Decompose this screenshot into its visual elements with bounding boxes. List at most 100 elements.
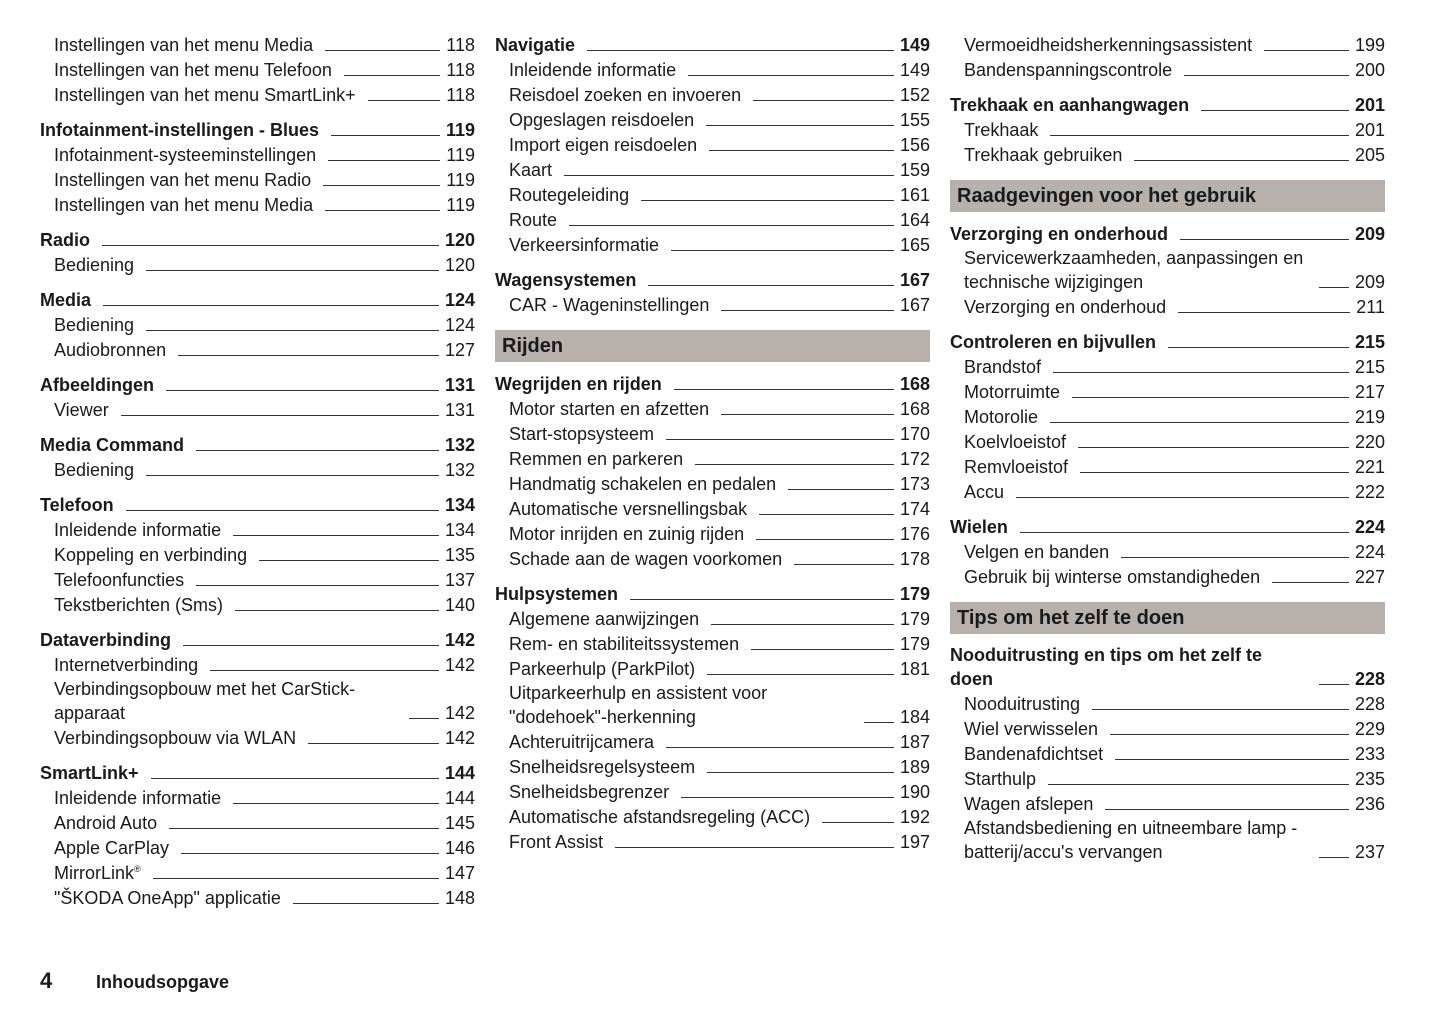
toc-group-heading[interactable]: Infotainment-instellingen - Blues 119 — [40, 117, 475, 142]
toc-entry[interactable]: Accu 222 — [950, 479, 1385, 504]
leader-line — [1318, 857, 1349, 858]
toc-entry[interactable]: Instellingen van het menu Radio 119 — [40, 167, 475, 192]
toc-entry[interactable]: Brandstof 215 — [950, 354, 1385, 379]
toc-entry[interactable]: Tekstberichten (Sms) 140 — [40, 592, 475, 617]
toc-entry[interactable]: Viewer 131 — [40, 397, 475, 422]
toc-entry[interactable]: Koppeling en verbinding 135 — [40, 542, 475, 567]
toc-entry[interactable]: Internetverbinding 142 — [40, 652, 475, 677]
toc-entry[interactable]: Android Auto 145 — [40, 810, 475, 835]
toc-entry[interactable]: Instellingen van het menu Media 118 — [40, 32, 475, 57]
toc-entry[interactable]: Bandenafdichtset 233 — [950, 741, 1385, 766]
toc-entry[interactable]: Opgeslagen reisdoelen 155 — [495, 107, 930, 132]
toc-group-heading[interactable]: Trekhaak en aanhangwagen 201 — [950, 92, 1385, 117]
entry-page: 164 — [899, 210, 930, 230]
toc-entry[interactable]: CAR - Wageninstellingen 167 — [495, 292, 930, 317]
toc-entry[interactable]: Bediening 132 — [40, 457, 475, 482]
toc-entry[interactable]: Inleidende informatie 134 — [40, 517, 475, 542]
toc-entry[interactable]: Verbindingsopbouw via WLAN 142 — [40, 725, 475, 750]
entry-title: Remmen en parkeren — [509, 449, 684, 469]
toc-entry[interactable]: Nooduitrusting 228 — [950, 691, 1385, 716]
toc-entry[interactable]: Vermoeidheidsherkenningsassistent 199 — [950, 32, 1385, 57]
leader-line — [1121, 557, 1349, 558]
toc-entry[interactable]: Automatische versnellingsbak 174 — [495, 496, 930, 521]
toc-entry[interactable]: Starthulp 235 — [950, 766, 1385, 791]
toc-entry[interactable]: Snelheidsbegrenzer 190 — [495, 779, 930, 804]
toc-entry[interactable]: Start-stopsysteem 170 — [495, 421, 930, 446]
toc-entry[interactable]: Parkeerhulp (ParkPilot) 181 — [495, 656, 930, 681]
toc-entry[interactable]: Achteruitrijcamera 187 — [495, 729, 930, 754]
section-header: Rijden — [495, 330, 930, 362]
toc-group-heading[interactable]: Radio 120 — [40, 227, 475, 252]
toc-group: Instellingen van het menu Media 118 Instel… — [40, 32, 475, 107]
toc-entry[interactable]: Kaart 159 — [495, 157, 930, 182]
toc-entry[interactable]: Gebruik bij winterse omstandigheden 227 — [950, 564, 1385, 589]
toc-entry[interactable]: Algemene aanwijzingen 179 — [495, 606, 930, 631]
toc-entry[interactable]: Motorruimte 217 — [950, 379, 1385, 404]
toc-entry[interactable]: Route 164 — [495, 207, 930, 232]
entry-page: 124 — [444, 290, 475, 310]
leader-line — [181, 853, 439, 854]
toc-group-heading[interactable]: Media 124 — [40, 287, 475, 312]
toc-entry[interactable]: Motor starten en afzetten 168 — [495, 396, 930, 421]
entry-page: 148 — [444, 888, 475, 908]
toc-entry[interactable]: Wiel verwisselen 229 — [950, 716, 1385, 741]
toc-entry[interactable]: Automatische afstandsregeling (ACC) 192 — [495, 804, 930, 829]
toc-group: Navigatie 149 Inleidende informatie 149 Reis… — [495, 32, 930, 257]
toc-entry[interactable]: Handmatig schakelen en pedalen 173 — [495, 471, 930, 496]
toc-group-heading[interactable]: Verzorging en onderhoud 209 — [950, 221, 1385, 246]
toc-entry[interactable]: Wagen afslepen 236 — [950, 791, 1385, 816]
toc-entry[interactable]: Front Assist 197 — [495, 829, 930, 854]
toc-entry[interactable]: Bediening 120 — [40, 252, 475, 277]
toc-entry[interactable]: Verbindingsopbouw met het CarStick-appar… — [40, 677, 475, 725]
toc-entry[interactable]: Trekhaak 201 — [950, 117, 1385, 142]
toc-group-heading[interactable]: Wagensystemen 167 — [495, 267, 930, 292]
toc-entry[interactable]: Inleidende informatie 149 — [495, 57, 930, 82]
toc-entry[interactable]: Apple CarPlay 146 — [40, 835, 475, 860]
toc-entry[interactable]: Bediening 124 — [40, 312, 475, 337]
toc-entry[interactable]: "ŠKODA OneApp" applicatie 148 — [40, 885, 475, 910]
toc-entry[interactable]: Instellingen van het menu SmartLink+ 118 — [40, 82, 475, 107]
toc-group-heading[interactable]: Controleren en bijvullen 215 — [950, 329, 1385, 354]
toc-entry[interactable]: Trekhaak gebruiken 205 — [950, 142, 1385, 167]
toc-entry[interactable]: MirrorLink® 147 — [40, 860, 475, 885]
toc-group-heading[interactable]: Telefoon 134 — [40, 492, 475, 517]
toc-group-heading[interactable]: Dataverbinding 142 — [40, 627, 475, 652]
toc-entry[interactable]: Reisdoel zoeken en invoeren 152 — [495, 82, 930, 107]
toc-entry[interactable]: Velgen en banden 224 — [950, 539, 1385, 564]
toc-entry[interactable]: Snelheidsregelsysteem 189 — [495, 754, 930, 779]
toc-entry[interactable]: Audiobronnen 127 — [40, 337, 475, 362]
toc-group-heading[interactable]: Media Command 132 — [40, 432, 475, 457]
toc-entry[interactable]: Import eigen reisdoelen 156 — [495, 132, 930, 157]
toc-entry[interactable]: Afstandsbediening en uitneembare lamp - … — [950, 816, 1385, 864]
toc-group-heading[interactable]: Wielen 224 — [950, 514, 1385, 539]
toc-group-heading[interactable]: SmartLink+ 144 — [40, 760, 475, 785]
toc-entry[interactable]: Remvloeistof 221 — [950, 454, 1385, 479]
entry-title: Audiobronnen — [54, 340, 167, 360]
toc-entry[interactable]: Inleidende informatie 144 — [40, 785, 475, 810]
toc-entry[interactable]: Infotainment-systeeminstellingen 119 — [40, 142, 475, 167]
toc-entry[interactable]: Uitparkeerhulp en assistent voor "dodeho… — [495, 681, 930, 729]
toc-group: Media Command 132 Bediening 132 — [40, 432, 475, 482]
toc-group-heading[interactable]: Wegrijden en rijden 168 — [495, 371, 930, 396]
toc-entry[interactable]: Koelvloeistof 220 — [950, 429, 1385, 454]
toc-entry[interactable]: Schade aan de wagen voorkomen 178 — [495, 546, 930, 571]
toc-entry[interactable]: Motor inrijden en zuinig rijden 176 — [495, 521, 930, 546]
toc-group-heading[interactable]: Hulpsystemen 179 — [495, 581, 930, 606]
toc-entry[interactable]: Instellingen van het menu Telefoon 118 — [40, 57, 475, 82]
toc-entry[interactable]: Remmen en parkeren 172 — [495, 446, 930, 471]
toc-group-heading[interactable]: Nooduitrusting en tips om het zelf te do… — [950, 643, 1385, 691]
leader-line — [343, 75, 441, 76]
toc-entry[interactable]: Servicewerkzaamheden, aanpassingen en te… — [950, 246, 1385, 294]
entry-page: 142 — [444, 728, 475, 748]
entry-title: Motor starten en afzetten — [509, 399, 710, 419]
toc-entry[interactable]: Verzorging en onderhoud 211 — [950, 294, 1385, 319]
toc-entry[interactable]: Bandenspanningscontrole 200 — [950, 57, 1385, 82]
toc-entry[interactable]: Verkeersinformatie 165 — [495, 232, 930, 257]
toc-entry[interactable]: Rem- en stabiliteitssystemen 179 — [495, 631, 930, 656]
toc-entry[interactable]: Motorolie 219 — [950, 404, 1385, 429]
toc-entry[interactable]: Instellingen van het menu Media 119 — [40, 192, 475, 217]
toc-entry[interactable]: Routegeleiding 161 — [495, 182, 930, 207]
toc-group-heading[interactable]: Afbeeldingen 131 — [40, 372, 475, 397]
toc-group-heading[interactable]: Navigatie 149 — [495, 32, 930, 57]
toc-entry[interactable]: Telefoonfuncties 137 — [40, 567, 475, 592]
